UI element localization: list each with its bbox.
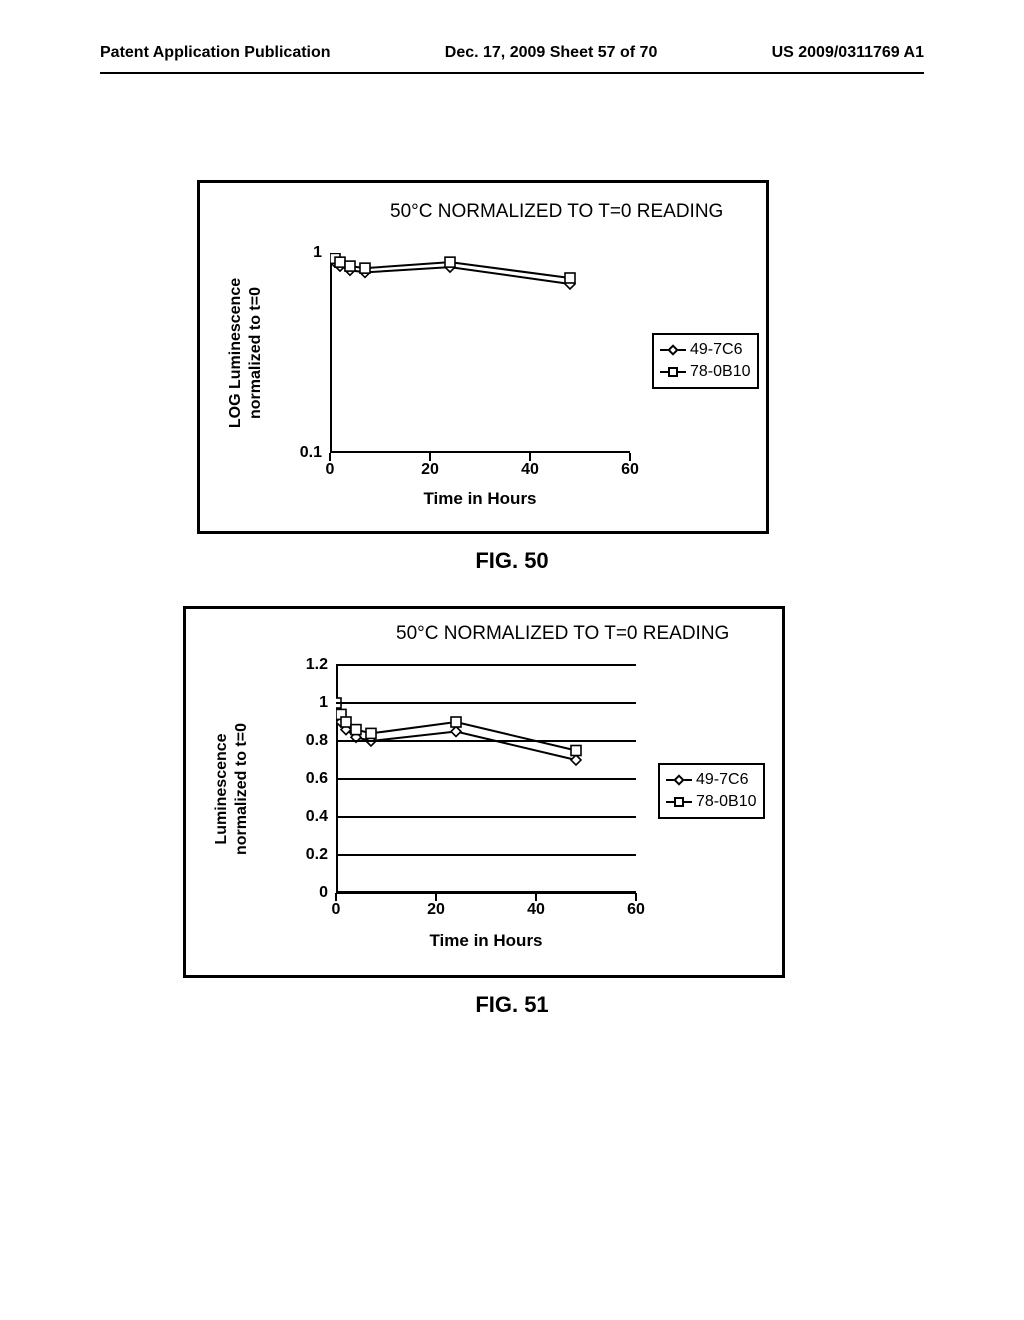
fig51-legend-item-0: 49-7C6 [666,769,757,791]
page-root: Patent Application Publication Dec. 17, … [0,0,1024,1320]
ytick-label: 1 [319,694,328,712]
ytick-label: 0.2 [306,846,328,864]
square-marker-icon [335,257,345,267]
ytick-label: 1 [313,244,322,262]
xtick [429,453,431,461]
fig50-frame: 50°C NORMALIZED TO T=0 READING LOG Lumin… [197,180,769,534]
diamond-marker-icon [571,755,581,765]
fig51-ylabel-2: normalized to t=0 [233,723,251,855]
square-marker-icon [445,257,455,267]
diamond-marker-icon [666,776,692,784]
diamond-marker-icon [660,346,686,354]
fig50-legend-label-0: 49-7C6 [690,339,742,361]
xtick-label: 40 [521,461,539,479]
header-right: US 2009/0311769 A1 [772,44,924,62]
fig50-series-svg [330,253,630,453]
square-marker-icon [451,717,461,727]
xtick [635,893,637,901]
fig51-title: 50°C NORMALIZED TO T=0 READING [396,623,729,645]
fig51-legend-item-1: 78-0B10 [666,791,757,813]
grid-line [336,702,636,704]
fig51-legend-label-1: 78-0B10 [696,791,757,813]
fig50-plot: 0.110204060 [330,253,630,453]
fig51-ylabel-1: Luminescence [213,733,231,844]
fig50-ylabel-1: LOG Luminescence [227,278,245,428]
square-marker-icon [366,728,376,738]
grid-line [336,892,636,894]
xtick-label: 0 [326,461,335,479]
diamond-marker-icon [451,727,461,737]
xtick [629,453,631,461]
square-marker-icon [666,797,692,807]
fig51-xlabel: Time in Hours [429,931,542,951]
xtick [329,453,331,461]
xtick [335,893,337,901]
fig51-plot: 00.20.40.60.811.20204060 [336,665,636,893]
ytick-label: 1.2 [306,656,328,674]
fig50-xlabel: Time in Hours [423,489,536,509]
square-marker-icon [341,717,351,727]
grid-line [336,816,636,818]
xtick-label: 60 [621,461,639,479]
fig51-legend: 49-7C6 78-0B10 [658,763,765,819]
grid-line [336,778,636,780]
fig51-legend-label-0: 49-7C6 [696,769,748,791]
xtick [529,453,531,461]
fig51-caption: FIG. 51 [0,992,1024,1018]
square-marker-icon [351,725,361,735]
square-marker-icon [345,261,355,271]
xtick [435,893,437,901]
fig50-legend: 49-7C6 78-0B10 [652,333,759,389]
fig50-ylabel-2: normalized to t=0 [247,287,265,419]
ytick-label: 0.4 [306,808,328,826]
grid-line [336,854,636,856]
header-left: Patent Application Publication [100,44,331,62]
xtick [535,893,537,901]
xtick-label: 60 [627,901,645,919]
square-marker-icon [565,273,575,283]
square-marker-icon [660,367,686,377]
ytick-label: 0.1 [300,444,322,462]
square-marker-icon [571,746,581,756]
fig50-caption: FIG. 50 [0,548,1024,574]
header-center: Dec. 17, 2009 Sheet 57 of 70 [445,44,658,62]
fig51-frame: 50°C NORMALIZED TO T=0 READING Luminesce… [183,606,785,978]
grid-line [336,664,636,666]
xtick-label: 40 [527,901,545,919]
fig50-legend-label-1: 78-0B10 [690,361,751,383]
fig50-title: 50°C NORMALIZED TO T=0 READING [390,201,723,223]
fig50-legend-item-0: 49-7C6 [660,339,751,361]
xtick-label: 20 [421,461,439,479]
page-header: Patent Application Publication Dec. 17, … [100,44,924,62]
xtick-label: 0 [332,901,341,919]
grid-line [336,740,636,742]
fig50-legend-item-1: 78-0B10 [660,361,751,383]
xtick-label: 20 [427,901,445,919]
ytick-label: 0 [319,884,328,902]
square-marker-icon [360,263,370,273]
ytick-label: 0.8 [306,732,328,750]
ytick-label: 0.6 [306,770,328,788]
header-rule [100,72,924,74]
